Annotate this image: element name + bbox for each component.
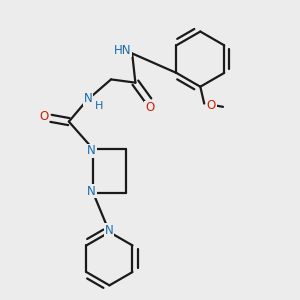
Text: HN: HN (114, 44, 131, 57)
Text: O: O (39, 110, 49, 123)
Text: O: O (145, 101, 154, 114)
Text: N: N (84, 92, 93, 105)
Text: N: N (105, 224, 114, 237)
Text: N: N (87, 185, 96, 198)
Text: N: N (87, 144, 96, 157)
Text: O: O (207, 99, 216, 112)
Text: H: H (95, 101, 103, 111)
